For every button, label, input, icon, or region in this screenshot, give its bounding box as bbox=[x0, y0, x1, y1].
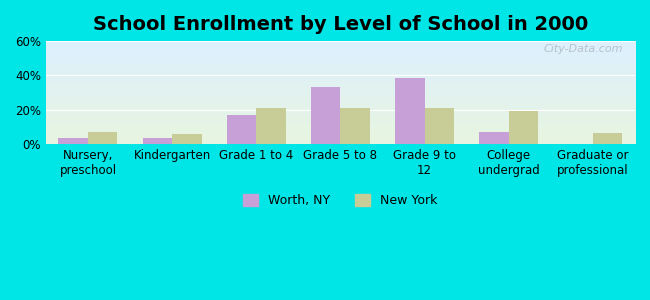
Bar bbox=[509, 111, 538, 144]
Bar bbox=[593, 133, 623, 144]
Bar bbox=[142, 138, 172, 144]
Bar bbox=[395, 78, 424, 144]
Bar bbox=[227, 115, 256, 144]
Bar bbox=[341, 108, 370, 144]
Legend: Worth, NY, New York: Worth, NY, New York bbox=[238, 189, 443, 212]
Bar bbox=[256, 108, 286, 144]
Bar bbox=[172, 134, 202, 144]
Bar bbox=[58, 138, 88, 144]
Bar bbox=[424, 108, 454, 144]
Bar bbox=[88, 132, 118, 144]
Title: School Enrollment by Level of School in 2000: School Enrollment by Level of School in … bbox=[93, 15, 588, 34]
Bar bbox=[311, 87, 341, 144]
Text: City-Data.com: City-Data.com bbox=[543, 44, 623, 54]
Bar bbox=[479, 132, 509, 144]
